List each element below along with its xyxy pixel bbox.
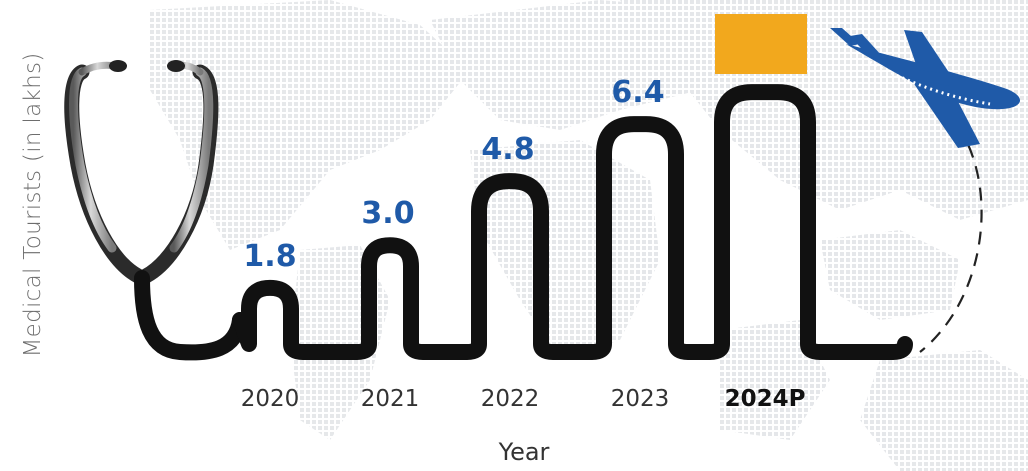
value-label: 3.0 (361, 196, 414, 231)
value-label: 1.8 (243, 239, 296, 274)
x-tick-label: 2022 (481, 386, 540, 412)
x-tick-label: 2024P (725, 386, 806, 412)
x-axis-label: Year (498, 438, 550, 466)
x-tick-label: 2020 (241, 386, 300, 412)
value-label: 6.4 (611, 75, 664, 110)
y-axis-label: Medical Tourists (in lakhs) (20, 52, 46, 358)
x-tick-label: 2023 (611, 386, 670, 412)
x-tick-label: 2021 (361, 386, 420, 412)
stethoscope-icon (64, 60, 248, 361)
airplane-icon (830, 28, 1021, 148)
x-tick-labels: 2020 2021 2022 2023 2024P (241, 386, 806, 412)
flight-path-dashed (919, 125, 983, 353)
stethoscope-tube-bars (232, 84, 913, 360)
highlight-value-box (715, 14, 807, 74)
value-label: 4.8 (481, 132, 534, 167)
